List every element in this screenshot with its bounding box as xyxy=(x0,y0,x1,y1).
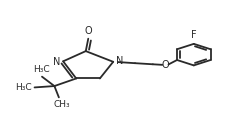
Text: N: N xyxy=(117,56,124,66)
Text: F: F xyxy=(191,30,197,40)
Text: O: O xyxy=(84,26,92,36)
Text: H₃C: H₃C xyxy=(15,83,31,92)
Text: CH₃: CH₃ xyxy=(53,100,70,109)
Text: H₃C: H₃C xyxy=(33,65,50,74)
Text: N: N xyxy=(53,57,60,67)
Text: O: O xyxy=(161,60,169,70)
